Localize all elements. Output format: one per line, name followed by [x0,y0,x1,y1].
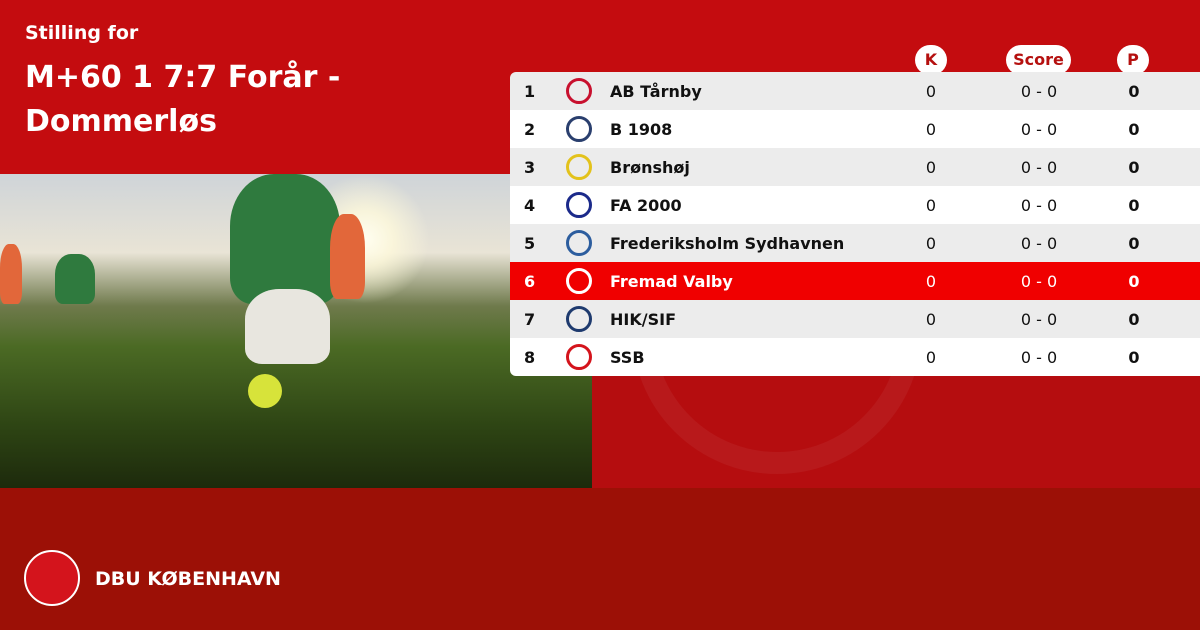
points: 0 [1128,233,1140,253]
score: 0 - 0 [1020,119,1058,139]
position: 4 [524,195,536,215]
position: 2 [524,119,536,139]
points: 0 [1128,81,1140,101]
player [55,254,95,304]
position: 8 [524,347,536,367]
team-name: AB Tårnby [610,81,702,101]
team-logo-icon [566,78,592,104]
team-logo-icon [566,230,592,256]
team-name: Fremad Valby [610,271,733,291]
matches: 0 [925,347,937,367]
score: 0 - 0 [1020,195,1058,215]
football-photo [0,174,592,488]
points: 0 [1128,119,1140,139]
matches: 0 [925,233,937,253]
table-row[interactable]: 2 B 1908 0 0 - 0 0 [510,110,1200,148]
table-row[interactable]: 4 FA 2000 0 0 - 0 0 [510,186,1200,224]
player [230,174,340,304]
score: 0 - 0 [1020,81,1058,101]
page-title: M+60 1 7:7 Forår - Dommerløs [25,60,341,139]
team-name: SSB [610,347,645,367]
score: 0 - 0 [1020,309,1058,329]
column-header-k[interactable]: K [915,45,947,75]
player [330,214,365,299]
table-row[interactable]: 7 HIK/SIF 0 0 - 0 0 [510,300,1200,338]
position: 7 [524,309,536,329]
matches: 0 [925,195,937,215]
team-name: Frederiksholm Sydhavnen [610,233,845,253]
score: 0 - 0 [1020,271,1058,291]
table-row[interactable]: 8 SSB 0 0 - 0 0 [510,338,1200,376]
table-row[interactable]: 3 Brønshøj 0 0 - 0 0 [510,148,1200,186]
table-row[interactable]: 6 Fremad Valby 0 0 - 0 0 [510,262,1200,300]
team-logo-icon [566,268,592,294]
team-logo-icon [566,192,592,218]
points: 0 [1128,309,1140,329]
position: 5 [524,233,536,253]
matches: 0 [925,271,937,291]
matches: 0 [925,119,937,139]
points: 0 [1128,195,1140,215]
position: 1 [524,81,536,101]
player [0,244,22,304]
matches: 0 [925,81,937,101]
org-name: DBU KØBENHAVN [95,568,281,590]
table-row[interactable]: 5 Frederiksholm Sydhavnen 0 0 - 0 0 [510,224,1200,262]
football [248,374,282,408]
table-row[interactable]: 1 AB Tårnby 0 0 - 0 0 [510,72,1200,110]
column-header-score[interactable]: Score [1006,45,1071,75]
dbu-logo [24,550,80,606]
team-logo-icon [566,344,592,370]
score: 0 - 0 [1020,233,1058,253]
player-shorts [245,289,330,364]
matches: 0 [925,157,937,177]
team-logo-icon [566,116,592,142]
score: 0 - 0 [1020,157,1058,177]
team-name: FA 2000 [610,195,682,215]
matches: 0 [925,309,937,329]
team-logo-icon [566,306,592,332]
points: 0 [1128,347,1140,367]
team-name: HIK/SIF [610,309,676,329]
score: 0 - 0 [1020,347,1058,367]
team-name: B 1908 [610,119,673,139]
team-logo-icon [566,154,592,180]
column-header-p[interactable]: P [1117,45,1149,75]
points: 0 [1128,157,1140,177]
points: 0 [1128,271,1140,291]
team-name: Brønshøj [610,157,690,177]
position: 3 [524,157,536,177]
subtitle: Stilling for [25,22,139,44]
position: 6 [524,271,536,291]
